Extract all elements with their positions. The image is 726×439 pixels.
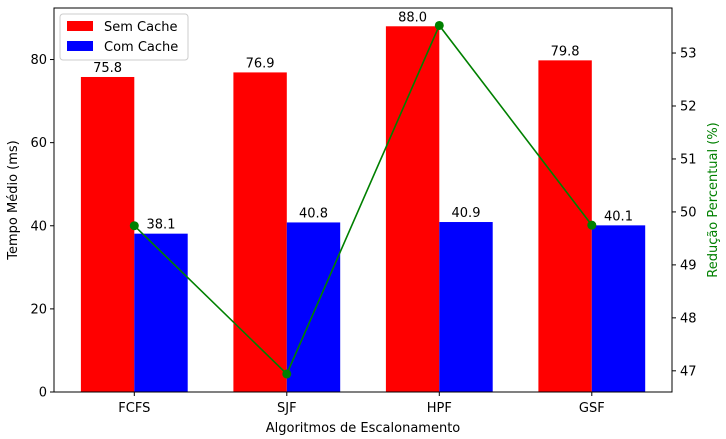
bar-com-cache-hpf [439, 222, 493, 392]
legend-swatch-sem-cache [67, 21, 93, 31]
bar-sem-cache-gsf [538, 60, 592, 392]
y2-tick-label: 49 [680, 258, 697, 273]
x-axis-label: Algoritmos de Escalonamento [266, 421, 461, 436]
plot-frame [53, 7, 673, 393]
y2-axis-label: Redução Percentual (%) [706, 122, 721, 278]
reduction-point-fcfs [129, 221, 139, 231]
value-label-com-cache-gsf: 40.1 [604, 209, 633, 224]
bar-sem-cache-sjf [233, 72, 287, 392]
bar-com-cache-gsf [591, 225, 646, 392]
value-label-sem-cache-gsf: 79.8 [551, 44, 580, 59]
y-tick-label: 80 [30, 53, 47, 68]
legend: Sem Cache Com Cache [59, 13, 189, 61]
value-label-sem-cache-fcfs: 75.8 [93, 61, 122, 76]
value-label-com-cache-fcfs: 38.1 [147, 218, 176, 233]
y-tick-label: 40 [30, 219, 47, 234]
x-axis: FCFS SJF HPF GSF [118, 392, 605, 416]
bar-value-labels: 75.8 76.9 88.0 79.8 38.1 40.8 40.9 40.1 [93, 10, 633, 232]
reduction-point-hpf [434, 20, 444, 30]
y-tick-label: 20 [30, 302, 47, 317]
legend-label-sem-cache: Sem Cache [104, 20, 177, 35]
y-tick-label: 60 [30, 136, 47, 151]
bars-layer [80, 26, 646, 393]
x-tick-label: FCFS [118, 401, 150, 416]
y2-tick-label: 52 [680, 99, 697, 114]
y2-tick-label: 50 [680, 205, 697, 220]
value-label-sem-cache-hpf: 88.0 [398, 10, 427, 25]
legend-swatch-com-cache [67, 41, 93, 51]
y-axis-label: Tempo Médio (ms) [6, 140, 21, 260]
y-tick-label: 0 [39, 386, 47, 401]
x-tick-label: SJF [277, 401, 297, 416]
bar-sem-cache-fcfs [80, 76, 135, 393]
bar-com-cache-sjf [286, 222, 341, 392]
bar-com-cache-fcfs [134, 233, 188, 392]
y2-tick-label: 53 [680, 47, 697, 62]
value-label-com-cache-hpf: 40.9 [452, 206, 481, 221]
left-y-axis: 0 20 40 60 80 [30, 53, 54, 401]
x-tick-label: HPF [427, 401, 452, 416]
bar-sem-cache-hpf [385, 26, 440, 393]
reduction-point-sjf [282, 369, 292, 379]
value-label-com-cache-sjf: 40.8 [299, 206, 328, 221]
y2-tick-label: 47 [680, 364, 697, 379]
value-label-sem-cache-sjf: 76.9 [246, 56, 275, 71]
y2-tick-label: 51 [680, 152, 697, 167]
y2-tick-label: 48 [680, 311, 697, 326]
reduction-line [133, 23, 593, 376]
right-y-axis: 47 48 49 50 51 52 53 [672, 47, 697, 379]
reduction-line-layer [129, 20, 597, 379]
x-tick-label: GSF [579, 401, 605, 416]
reduction-point-gsf [587, 220, 597, 230]
legend-label-com-cache: Com Cache [104, 40, 178, 55]
